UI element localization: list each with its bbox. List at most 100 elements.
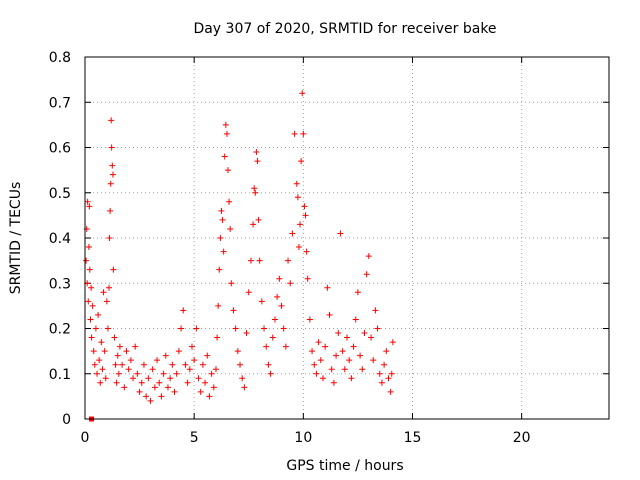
data-point — [127, 357, 134, 364]
y-tick-label: 0.5 — [49, 186, 71, 202]
data-point — [298, 158, 305, 165]
data-point — [372, 307, 379, 314]
data-point — [95, 311, 102, 318]
data-point — [354, 289, 361, 296]
data-point — [302, 212, 309, 219]
data-point — [145, 375, 152, 382]
data-point — [220, 248, 227, 255]
data-point — [261, 325, 268, 332]
data-point — [333, 352, 340, 359]
data-point — [197, 388, 204, 395]
data-point — [239, 375, 246, 382]
data-point — [110, 266, 117, 273]
data-point — [171, 388, 178, 395]
data-point — [370, 357, 377, 364]
data-point — [132, 343, 139, 350]
x-tick-label: 0 — [81, 430, 90, 446]
data-point — [147, 397, 154, 404]
data-point — [350, 343, 357, 350]
data-point — [304, 275, 311, 282]
data-point — [113, 379, 120, 386]
data-point — [378, 379, 385, 386]
y-tick-label: 0.6 — [49, 141, 71, 157]
data-point — [214, 334, 221, 341]
data-point — [100, 289, 107, 296]
data-point — [162, 352, 169, 359]
data-point — [87, 316, 94, 323]
data-point — [254, 158, 261, 165]
data-point — [274, 293, 281, 300]
data-point — [175, 348, 182, 355]
data-point — [232, 325, 239, 332]
data-point — [186, 366, 193, 373]
data-point — [223, 130, 230, 137]
data-point — [311, 361, 318, 368]
data-point — [376, 370, 383, 377]
data-point — [219, 216, 226, 223]
data-point — [156, 379, 163, 386]
data-point — [160, 370, 167, 377]
data-point — [125, 366, 132, 373]
data-point — [103, 298, 110, 305]
plot-frame — [84, 56, 610, 420]
data-point — [319, 375, 326, 382]
data-point — [116, 343, 123, 350]
data-point — [136, 388, 143, 395]
data-point — [227, 225, 234, 232]
data-point — [303, 248, 310, 255]
data-points — [83, 90, 396, 404]
data-point — [151, 384, 158, 391]
data-point — [265, 361, 272, 368]
data-point — [359, 366, 366, 373]
data-point — [138, 379, 145, 386]
data-point — [324, 284, 331, 291]
data-point — [99, 366, 106, 373]
data-point — [389, 339, 396, 346]
data-point — [164, 384, 171, 391]
data-point — [119, 361, 126, 368]
data-point — [107, 207, 114, 214]
data-point — [253, 149, 260, 156]
data-point — [111, 334, 118, 341]
data-point — [167, 375, 174, 382]
data-point — [98, 339, 105, 346]
data-point — [291, 130, 298, 137]
data-point — [83, 257, 90, 264]
data-point — [322, 343, 329, 350]
data-point — [109, 171, 116, 178]
data-point — [368, 334, 375, 341]
data-point — [285, 257, 292, 264]
data-point — [204, 352, 211, 359]
y-tick-label: 0 — [62, 412, 71, 428]
data-point — [258, 298, 265, 305]
data-point — [101, 348, 108, 355]
x-axis-label: GPS time / hours — [286, 458, 403, 474]
data-point — [178, 325, 185, 332]
x-tick-label: 5 — [190, 430, 199, 446]
x-tick-label: 20 — [513, 430, 531, 446]
data-point — [344, 334, 350, 341]
data-point — [263, 343, 270, 350]
data-point — [228, 280, 235, 287]
data-point — [91, 361, 98, 368]
data-point — [169, 361, 176, 368]
data-point — [252, 189, 259, 196]
data-point — [221, 153, 228, 160]
data-point — [330, 379, 337, 386]
data-point — [85, 298, 92, 305]
data-point — [346, 357, 353, 364]
data-point — [134, 370, 141, 377]
data-point — [106, 235, 113, 241]
data-point — [90, 348, 97, 355]
data-point — [363, 271, 370, 278]
data-point — [140, 361, 147, 368]
data-point — [361, 330, 368, 337]
data-point — [182, 361, 189, 368]
data-point — [309, 348, 316, 355]
y-tick-label: 0.1 — [49, 367, 71, 383]
data-point — [92, 325, 99, 332]
data-point — [293, 180, 300, 187]
data-point — [241, 384, 248, 391]
